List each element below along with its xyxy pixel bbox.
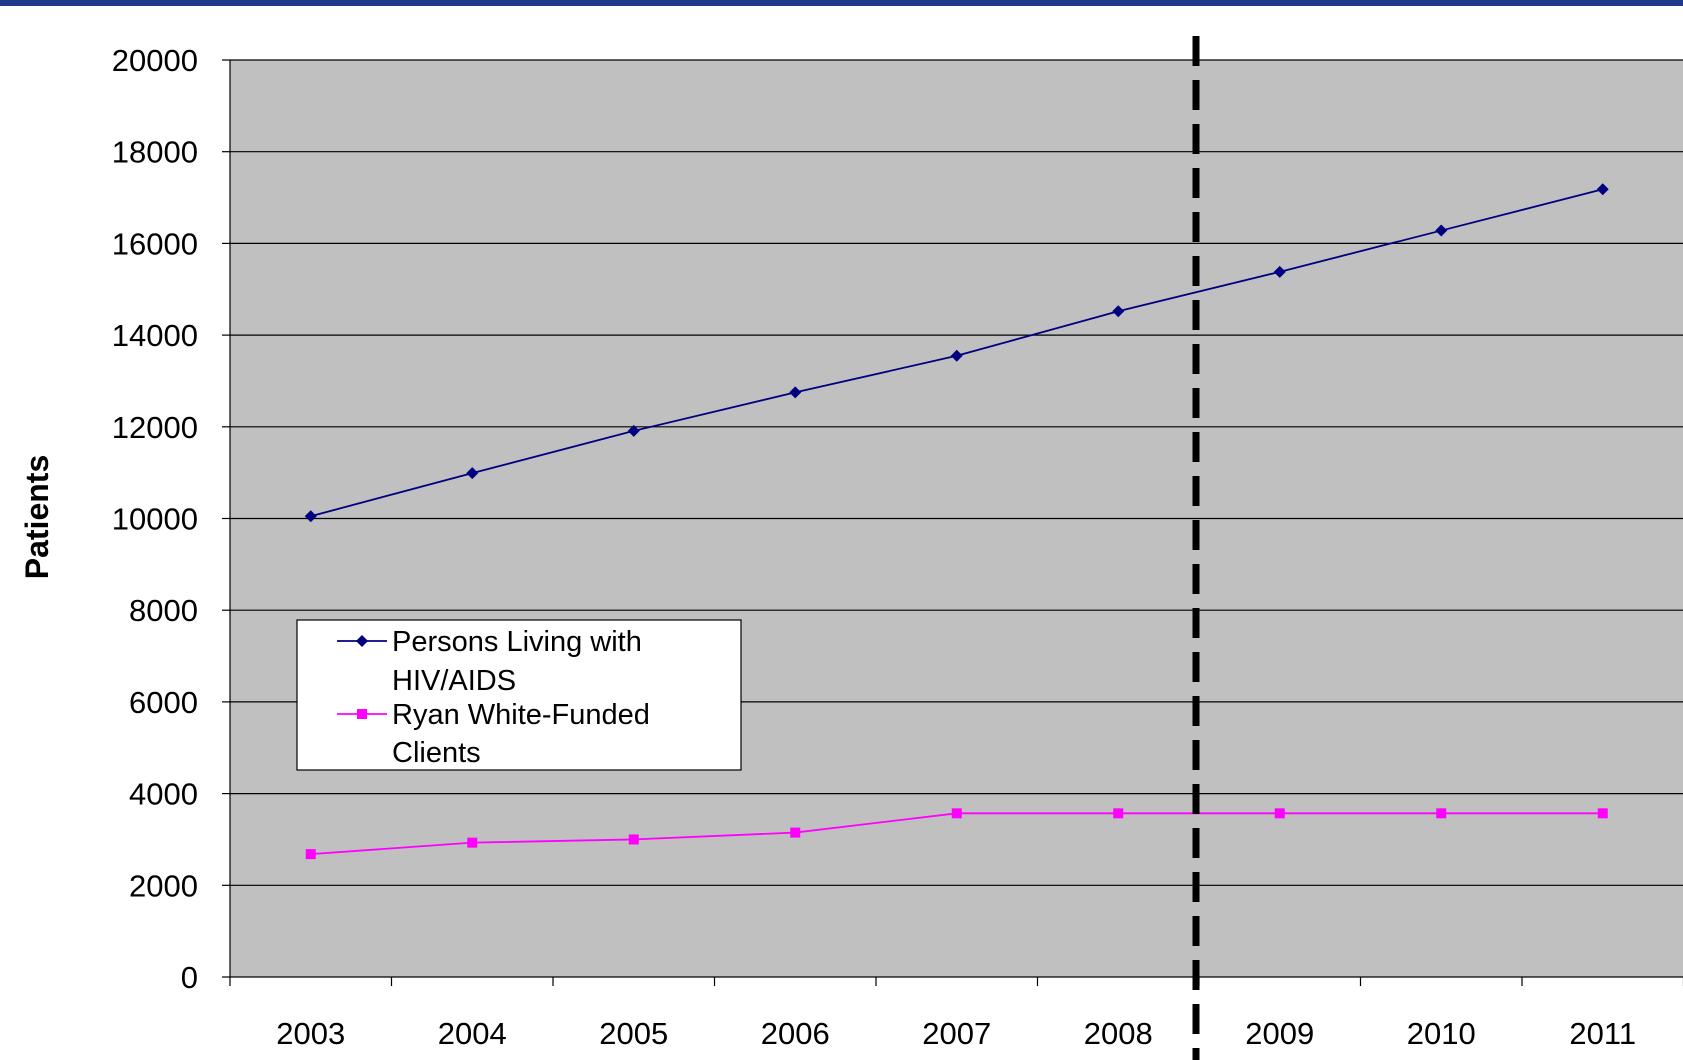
data-point-square (467, 837, 478, 848)
y-tick-label: 10000 (112, 502, 198, 537)
legend-marker-diamond (356, 635, 368, 647)
y-tick-label: 12000 (112, 410, 198, 445)
data-point-diamond (1596, 183, 1609, 196)
data-point-square (1597, 808, 1608, 819)
x-tick-label: 2004 (438, 1016, 507, 1051)
x-tick-label: 2011 (1569, 1016, 1636, 1051)
y-tick-label: 2000 (129, 868, 198, 903)
x-tick-label: 2010 (1407, 1016, 1476, 1051)
data-point-square (1274, 808, 1285, 819)
legend-label: HIV/AIDS (392, 665, 516, 697)
data-point-square (790, 827, 801, 838)
y-tick-label: 20000 (112, 43, 198, 78)
x-tick-label: 2008 (1084, 1016, 1153, 1051)
data-point-diamond (466, 467, 479, 480)
y-tick-label: 16000 (112, 226, 198, 261)
x-tick-label: 2007 (922, 1016, 991, 1051)
data-point-square (1436, 808, 1447, 819)
legend-label: Persons Living with (392, 626, 642, 658)
data-point-square (628, 834, 639, 845)
top-accent-bar (0, 0, 1683, 6)
x-tick-label: 2009 (1245, 1016, 1314, 1051)
x-axis: 2003 2004 2005 2006 2007 2008 2009 2010 2011 (229, 976, 1683, 1051)
y-tick-label: 8000 (129, 593, 198, 628)
y-tick-label: 0 (181, 960, 198, 995)
y-tick-label: 14000 (112, 318, 198, 353)
y-tick-label: 18000 (112, 135, 198, 170)
data-point-square (1113, 808, 1124, 819)
legend-marker-square (357, 709, 367, 719)
y-tick-label: 4000 (129, 777, 198, 812)
y-axis-title: Patients (19, 455, 55, 579)
data-point-diamond (627, 424, 640, 437)
data-point-square (305, 849, 316, 860)
series-layer (304, 183, 1609, 860)
legend-label: Clients (392, 737, 481, 769)
y-axis: 0 2000 4000 6000 8000 10000 12000 14000 16000 180… (112, 43, 231, 995)
data-point-diamond (789, 386, 802, 399)
legend-box (296, 619, 742, 771)
data-point-diamond (304, 510, 317, 523)
x-tick-label: 2006 (761, 1016, 830, 1051)
x-tick-label: 2003 (276, 1016, 345, 1051)
data-point-square (951, 808, 962, 819)
data-point-diamond (1435, 224, 1448, 237)
x-tick-label: 2005 (599, 1016, 668, 1051)
data-point-diamond (950, 349, 963, 362)
data-point-diamond (1112, 305, 1125, 318)
y-tick-label: 6000 (129, 685, 198, 720)
data-point-diamond (1273, 265, 1286, 278)
legend-label: Ryan White-Funded (392, 699, 650, 731)
